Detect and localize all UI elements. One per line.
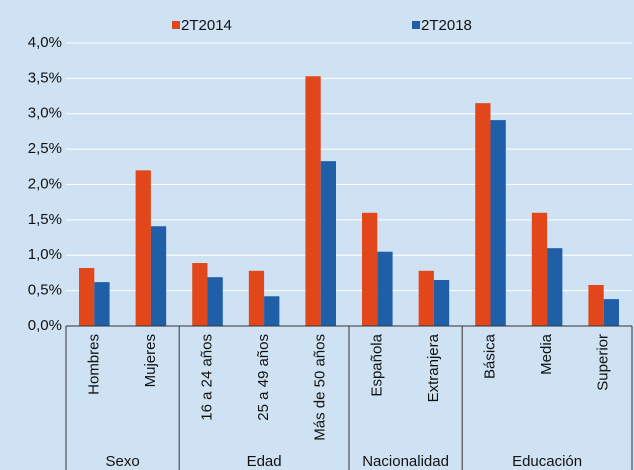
bar xyxy=(94,282,110,326)
bar xyxy=(418,270,434,326)
bar xyxy=(588,284,604,326)
bar xyxy=(490,120,506,327)
x-tick-label: Media xyxy=(538,333,555,375)
y-tick-label: 0,5% xyxy=(28,282,62,299)
bar xyxy=(433,280,450,326)
y-tick-label: 4,0% xyxy=(28,34,62,51)
bar xyxy=(192,263,208,326)
x-tick-label: Extranjera xyxy=(425,333,442,402)
x-tick-label: Más de 50 años xyxy=(312,334,329,441)
y-tick-label: 2,0% xyxy=(28,175,62,192)
y-tick-label: 2,5% xyxy=(28,140,62,157)
y-tick-label: 3,5% xyxy=(28,69,62,86)
y-tick-label: 3,0% xyxy=(28,105,62,122)
y-tick-label: 1,0% xyxy=(28,246,62,263)
bar xyxy=(603,299,619,326)
bar xyxy=(248,270,265,326)
group-label: Edad xyxy=(247,453,282,470)
x-tick-label: Española xyxy=(368,333,385,396)
bar xyxy=(362,212,378,326)
x-tick-label: 25 a 49 años xyxy=(255,334,272,421)
bar xyxy=(305,76,321,326)
x-tick-label: Hombres xyxy=(85,334,102,395)
x-tick-label: Superior xyxy=(595,334,612,391)
group-label: Educación xyxy=(512,453,582,470)
bar xyxy=(150,226,167,326)
y-tick-label: 0,0% xyxy=(28,317,62,334)
bar xyxy=(320,161,336,326)
x-tick-label: 16 a 24 años xyxy=(198,334,215,421)
bar xyxy=(264,296,280,326)
bar xyxy=(475,103,491,326)
bar xyxy=(531,212,548,326)
bar xyxy=(135,170,151,326)
bar xyxy=(547,248,563,326)
legend-swatch xyxy=(412,21,420,29)
x-tick-label: Básica xyxy=(481,333,498,379)
legend-label: 2T2014 xyxy=(181,17,232,34)
bar xyxy=(79,267,95,326)
y-tick-label: 1,5% xyxy=(28,211,62,228)
group-label: Sexo xyxy=(105,453,139,470)
bar xyxy=(377,251,393,326)
x-tick-label: Mujeres xyxy=(142,334,159,387)
bar xyxy=(207,277,223,326)
legend-swatch xyxy=(172,21,180,29)
group-label: Nacionalidad xyxy=(362,453,449,470)
legend-label: 2T2018 xyxy=(421,17,472,34)
